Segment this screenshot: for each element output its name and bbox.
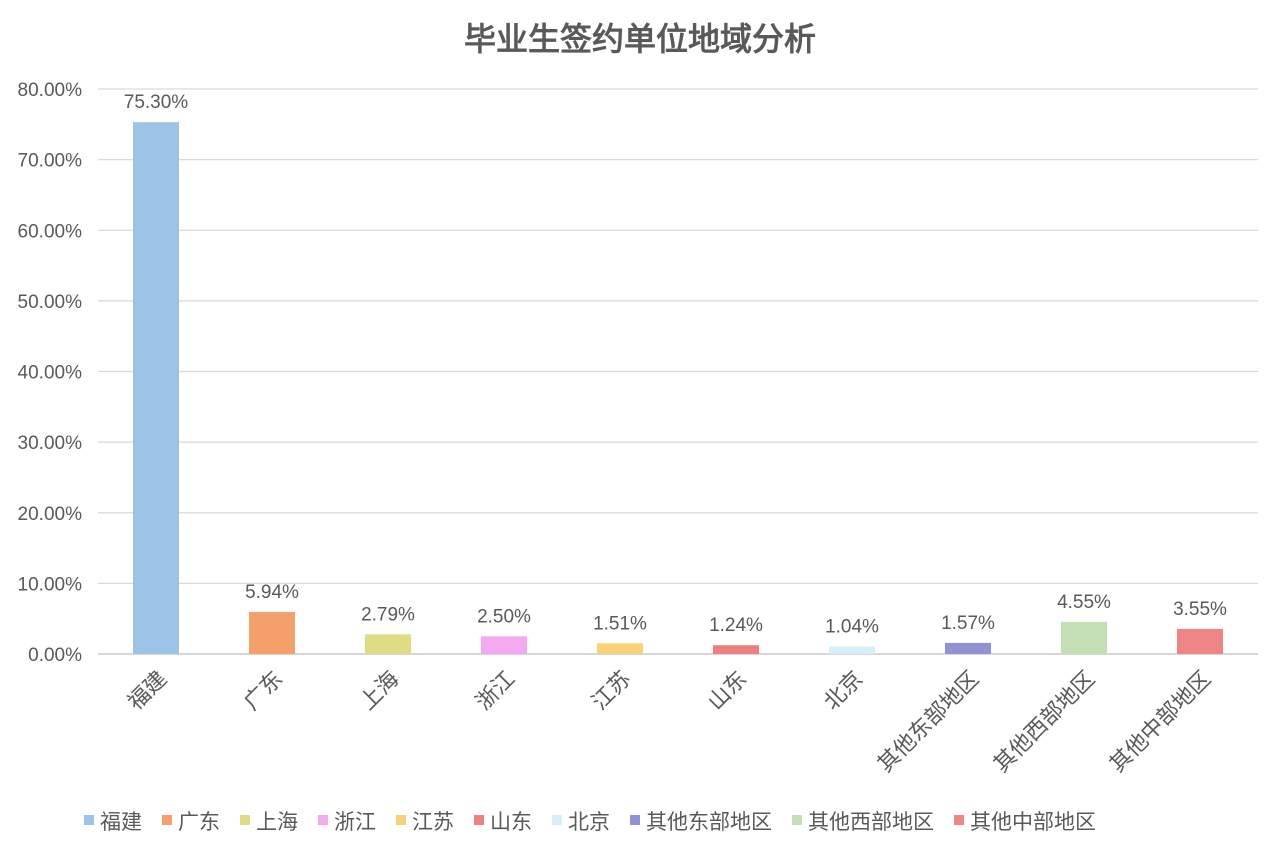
y-tick-label: 30.00% bbox=[18, 433, 83, 454]
legend-swatch bbox=[954, 815, 964, 825]
legend-label: 浙江 bbox=[334, 810, 376, 834]
y-tick-label: 50.00% bbox=[18, 292, 83, 313]
legend-swatch bbox=[630, 815, 640, 825]
y-axis-ticks: 0.00% 10.00% 20.00% 30.00% 40.00% 50.00% 60.00… bbox=[18, 80, 83, 666]
data-label: 3.55% bbox=[1173, 599, 1227, 620]
legend: 福建 广东 上海 浙江 江苏 山东 北京 其他东部地区 其他西部地区 其他中部地区 bbox=[84, 810, 1096, 834]
legend-swatch bbox=[162, 815, 172, 825]
category-label: 广东 bbox=[239, 667, 288, 716]
y-tick-label: 0.00% bbox=[28, 645, 82, 666]
legend-swatch bbox=[84, 815, 94, 825]
data-label: 5.94% bbox=[245, 582, 299, 603]
data-label: 2.79% bbox=[361, 604, 415, 625]
legend-label: 广东 bbox=[178, 810, 220, 834]
legend-label: 其他中部地区 bbox=[970, 810, 1096, 834]
category-label: 山东 bbox=[703, 667, 752, 716]
data-label: 1.51% bbox=[593, 613, 647, 634]
bar bbox=[1177, 628, 1223, 654]
data-labels: 75.30% 5.94% 2.79% 2.50% 1.51% 1.24% 1.04% 1.57… bbox=[124, 92, 1227, 637]
category-label: 江苏 bbox=[587, 667, 636, 716]
chart-title: 毕业生签约单位地域分析 bbox=[464, 20, 816, 58]
y-tick-label: 40.00% bbox=[18, 363, 83, 384]
legend-swatch bbox=[240, 815, 250, 825]
data-label: 1.04% bbox=[825, 617, 879, 638]
category-label: 其他中部地区 bbox=[1105, 667, 1216, 778]
data-label: 1.57% bbox=[941, 613, 995, 634]
bar bbox=[481, 636, 527, 654]
y-tick-label: 60.00% bbox=[18, 221, 83, 242]
x-axis-categories: 福建 广东 上海 浙江 江苏 山东 北京 其他东部地区 其他西部地区 其他中部地区 bbox=[123, 667, 1216, 778]
legend-swatch bbox=[318, 815, 328, 825]
category-label: 其他西部地区 bbox=[989, 667, 1100, 778]
legend-label: 北京 bbox=[568, 810, 610, 834]
category-label: 其他东部地区 bbox=[873, 667, 984, 778]
legend-swatch bbox=[474, 815, 484, 825]
bar bbox=[945, 642, 991, 654]
data-label: 2.50% bbox=[477, 606, 531, 627]
y-tick-label: 80.00% bbox=[18, 80, 83, 101]
bar bbox=[365, 634, 411, 654]
bar bbox=[713, 645, 759, 654]
bar bbox=[249, 612, 295, 654]
bars bbox=[133, 122, 1223, 655]
legend-label: 其他西部地区 bbox=[808, 810, 934, 834]
legend-label: 江苏 bbox=[412, 810, 454, 834]
data-label: 75.30% bbox=[124, 92, 189, 113]
bar bbox=[829, 646, 875, 654]
legend-label: 上海 bbox=[256, 810, 298, 834]
y-tick-label: 70.00% bbox=[18, 151, 83, 172]
bar bbox=[1061, 621, 1107, 654]
category-label: 浙江 bbox=[471, 667, 520, 716]
legend-swatch bbox=[792, 815, 802, 825]
bar bbox=[133, 122, 179, 655]
y-tick-label: 10.00% bbox=[18, 574, 83, 595]
bar bbox=[597, 643, 643, 654]
gridlines bbox=[98, 88, 1258, 655]
legend-label: 山东 bbox=[490, 810, 532, 834]
data-label: 1.24% bbox=[709, 615, 763, 636]
category-label: 福建 bbox=[123, 667, 172, 716]
legend-label: 福建 bbox=[100, 810, 142, 834]
legend-label: 其他东部地区 bbox=[646, 810, 772, 834]
data-label: 4.55% bbox=[1057, 592, 1111, 613]
legend-swatch bbox=[552, 815, 562, 825]
category-label: 北京 bbox=[819, 667, 868, 716]
category-label: 上海 bbox=[355, 667, 404, 716]
y-tick-label: 20.00% bbox=[18, 504, 83, 525]
legend-swatch bbox=[396, 815, 406, 825]
